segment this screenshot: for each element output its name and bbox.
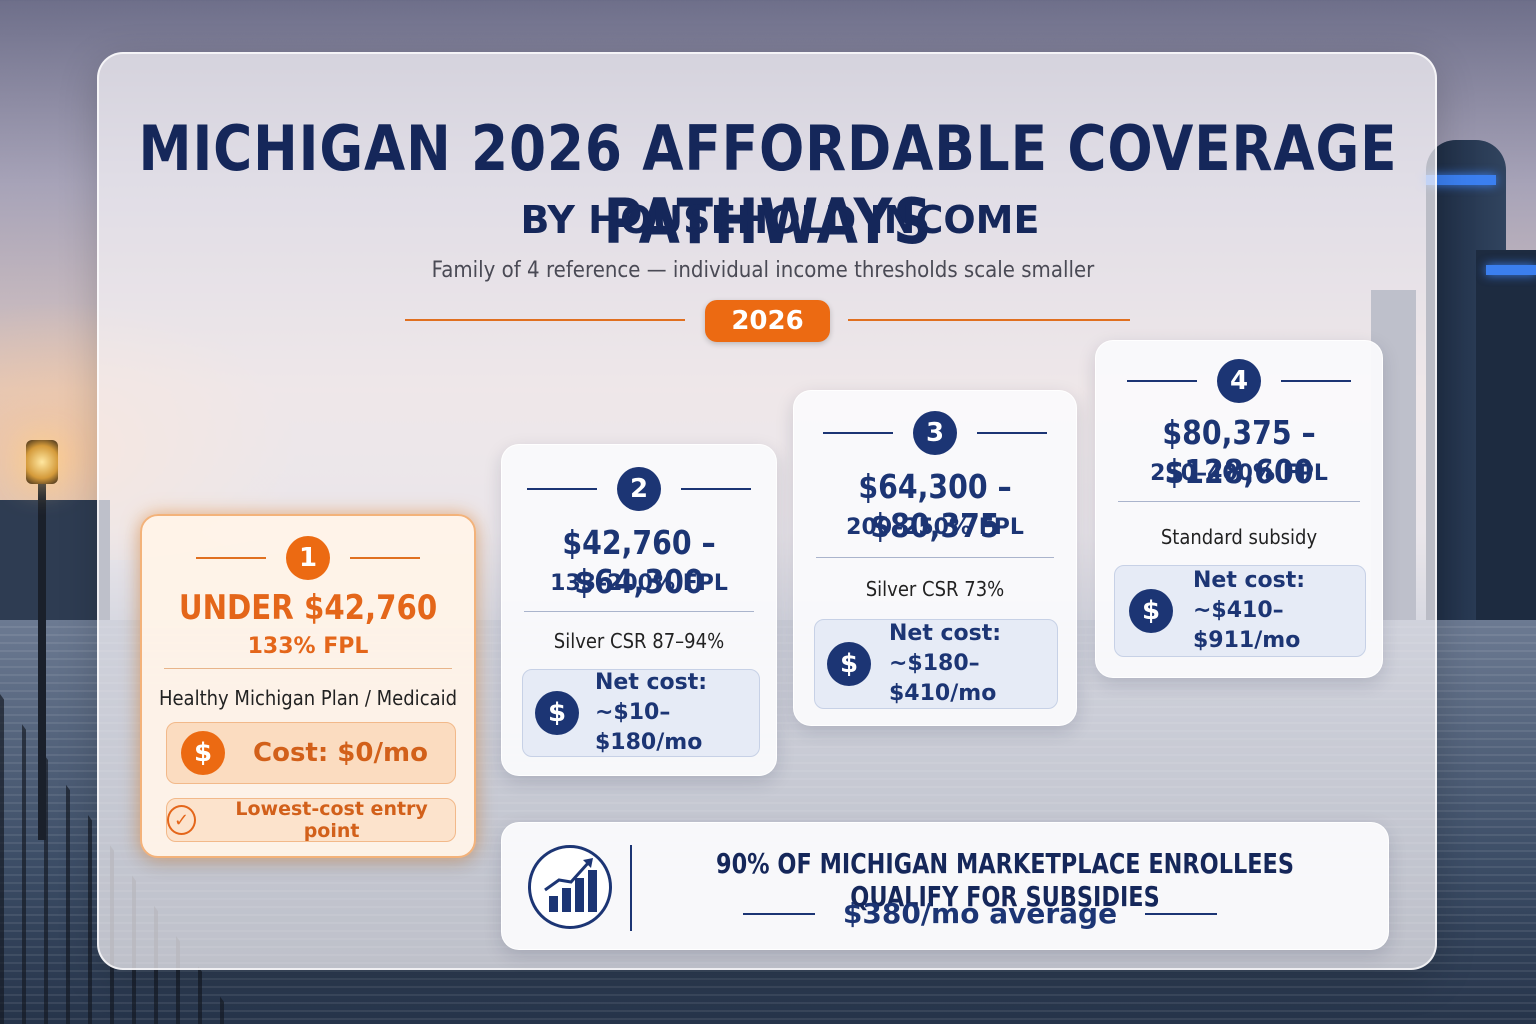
number-divider (977, 432, 1047, 434)
tier-number-badge: 3 (913, 411, 957, 455)
average-divider-left (742, 912, 815, 915)
card-divider (1118, 501, 1360, 502)
tier-number-row: 1 (142, 536, 474, 580)
tier-number-badge: 1 (286, 536, 330, 580)
cost-value: ~$10–$180/mo (595, 700, 703, 755)
cost-label: Net cost: (595, 670, 708, 695)
card-divider (164, 668, 452, 669)
subsidy-stat-card: 90% OF MICHIGAN MARKETPLACE ENROLLEES QU… (501, 822, 1389, 950)
left-buildings (0, 500, 110, 620)
subsidy-headline: 90% OF MICHIGAN MARKETPLACE ENROLLEES QU… (716, 847, 1294, 913)
fpl-level: 133% FPL (247, 634, 369, 659)
cost-text-group: Net cost: ~$410–$911/mo (1193, 566, 1365, 656)
cost-value: ~$410–$911/mo (1193, 598, 1301, 653)
tier-number-badge: 4 (1217, 359, 1261, 403)
street-lamp-icon (26, 440, 58, 484)
income-range: UNDER $42,760 (178, 588, 438, 628)
tier-card-1: 1 UNDER $42,760 133% FPL Healthy Michiga… (140, 514, 476, 858)
average-divider-right (1145, 912, 1218, 915)
page-subtitle: BY HOUSEHOLD INCOME (520, 198, 1040, 242)
card-divider (816, 557, 1054, 558)
stat-separator (630, 845, 632, 931)
cost-box: $ Cost: $0/mo (166, 722, 456, 784)
income-range: $64,300 – $80,375 (858, 467, 1012, 545)
tier-card-4: 4 $80,375 – $128,600 250–400% FPL Standa… (1095, 340, 1383, 678)
average-row: $380/mo average (732, 897, 1228, 930)
tier-number-row: 4 (1096, 359, 1382, 403)
cost-box: $ Net cost: ~$410–$911/mo (1114, 565, 1366, 657)
tier-number-badge: 2 (617, 467, 661, 511)
number-divider (1281, 380, 1351, 382)
growth-chart-icon (528, 845, 612, 929)
tier-card-3: 3 $64,300 – $80,375 200–250% FPL Silver … (793, 390, 1077, 726)
number-divider (681, 488, 751, 490)
entry-point-badge: ✓ Lowest-cost entry point (166, 798, 456, 842)
dollar-icon: $ (1129, 589, 1173, 633)
fpl-level: 133–200% FPL (550, 571, 728, 596)
dollar-icon: $ (181, 731, 225, 775)
tower-light-band (1426, 175, 1496, 185)
average-cost: $380/mo average (842, 897, 1118, 930)
fpl-level: 250–400% FPL (1150, 461, 1328, 486)
cost-box: $ Net cost: ~$180–$410/mo (814, 619, 1058, 709)
number-divider (1127, 380, 1197, 382)
reference-note: Family of 4 reference — individual incom… (431, 258, 1095, 283)
cost-label: Net cost: (1193, 568, 1306, 593)
cost-label: Net cost: (889, 621, 1002, 646)
cost-value: Cost: $0/mo (253, 738, 428, 768)
plan-name: Healthy Michigan Plan / Medicaid (158, 686, 458, 710)
year-divider-left (405, 319, 685, 321)
number-divider (823, 432, 893, 434)
plan-name: Standard subsidy (1160, 525, 1318, 549)
cost-box: $ Net cost: ~$10–$180/mo (522, 669, 760, 757)
cost-value: ~$180–$410/mo (889, 651, 997, 706)
tower-light-band (1486, 265, 1536, 275)
year-divider-right (848, 319, 1130, 321)
cost-text-group: Net cost: ~$180–$410/mo (889, 619, 1057, 709)
tier-number-row: 3 (794, 411, 1076, 455)
income-range: $42,760 – $64,300 (562, 523, 716, 601)
plan-name: Silver CSR 87–94% (553, 629, 725, 653)
plan-name: Silver CSR 73% (865, 577, 1005, 601)
tier-number-row: 2 (502, 467, 776, 511)
fpl-level: 200–250% FPL (846, 515, 1024, 540)
dollar-icon: $ (827, 642, 871, 686)
entry-point-label: Lowest-cost entry point (235, 798, 428, 842)
dollar-icon: $ (535, 691, 579, 735)
lamp-post (38, 470, 46, 840)
card-divider (524, 611, 754, 612)
skyscraper-right (1476, 250, 1536, 630)
cost-text-group: Net cost: ~$10–$180/mo (595, 668, 759, 758)
page-title: MICHIGAN 2026 AFFORDABLE COVERAGE PATHWA… (138, 112, 1398, 258)
tier-card-2: 2 $42,760 – $64,300 133–200% FPL Silver … (501, 444, 777, 776)
number-divider (527, 488, 597, 490)
growth-chart-svg (544, 858, 597, 912)
number-divider (196, 557, 266, 559)
income-range: $80,375 – $128,600 (1162, 413, 1316, 491)
check-circle-icon: ✓ (167, 805, 197, 835)
number-divider (350, 557, 420, 559)
year-badge: 2026 (705, 300, 830, 342)
